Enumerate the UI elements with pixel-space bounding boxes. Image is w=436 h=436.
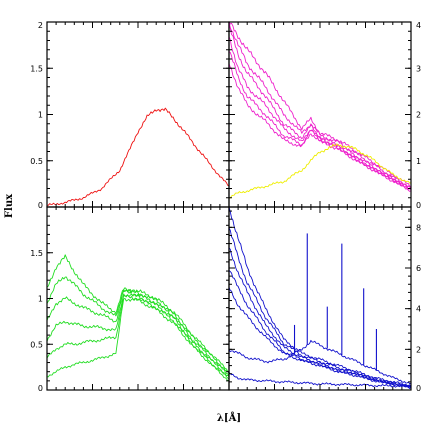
spectra-group bbox=[229, 207, 411, 389]
y-tick-label: 4 bbox=[416, 305, 421, 314]
panel-frame bbox=[46, 206, 230, 391]
y-tick-label: 0 bbox=[38, 384, 43, 393]
y-axis-label: Flux bbox=[4, 193, 15, 218]
spectrum-line bbox=[229, 339, 411, 385]
y-tick-label: 2 bbox=[38, 21, 43, 30]
panel-bottom-left: 0 0.5 1 1.5 bbox=[30, 206, 230, 393]
spectra-group bbox=[47, 107, 229, 206]
x-axis-label: λ[Å] bbox=[217, 412, 241, 424]
panel-top-right: 0 1 2 3 4 bbox=[228, 21, 421, 210]
y-tick-label: 2 bbox=[416, 345, 421, 354]
spectrum-line bbox=[229, 247, 411, 389]
spectrum-line bbox=[47, 293, 229, 377]
y-tick-label: 1 bbox=[38, 295, 43, 304]
y-tick-label: 1.5 bbox=[30, 249, 43, 258]
spectrum-line bbox=[47, 294, 229, 380]
y-tick-label: 0 bbox=[416, 384, 421, 393]
spectrum-line bbox=[47, 297, 229, 382]
y-tick-label: 0.5 bbox=[30, 157, 43, 166]
panel-bottom-right: 0 2 4 6 8 bbox=[228, 206, 421, 393]
spectrum-line bbox=[229, 287, 411, 389]
spectrum-line bbox=[229, 143, 411, 199]
y-tick-label: 1 bbox=[38, 111, 43, 120]
panel-frame bbox=[228, 21, 412, 208]
y-tick-label: 3 bbox=[416, 64, 421, 73]
y-tick-label: 0 bbox=[416, 201, 421, 210]
y-tick-label: 4 bbox=[416, 21, 421, 30]
panel-top-left: 0 0.5 1 1.5 2 bbox=[30, 21, 230, 210]
spectrum-line bbox=[47, 254, 229, 374]
spectra-group bbox=[229, 22, 411, 199]
y-tick-label: 2 bbox=[416, 111, 421, 120]
spectrum-line bbox=[229, 25, 411, 190]
spectrum-line bbox=[229, 63, 411, 192]
y-tick-label: 8 bbox=[416, 223, 421, 232]
y-tick-label: 0.5 bbox=[30, 340, 43, 349]
panel-frame bbox=[46, 21, 230, 208]
spectrum-line bbox=[47, 276, 229, 374]
spectrum-line bbox=[229, 207, 411, 388]
y-tick-label: 6 bbox=[416, 264, 421, 273]
spectrum-line bbox=[47, 289, 229, 377]
spectrum-line bbox=[229, 36, 411, 191]
spectrum-line bbox=[229, 51, 411, 190]
y-tick-label: 1 bbox=[416, 157, 421, 166]
spectrum-line bbox=[229, 22, 411, 189]
y-tick-label: 1.5 bbox=[30, 64, 43, 73]
y-tick-label: 0 bbox=[38, 201, 43, 210]
spectrum-line bbox=[47, 107, 229, 206]
spectra-group bbox=[47, 254, 229, 382]
